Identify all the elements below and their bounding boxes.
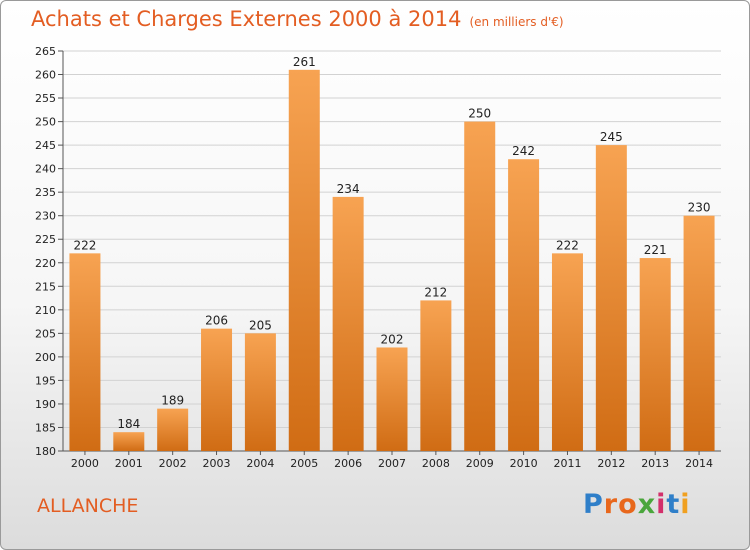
y-tick-label: 180 xyxy=(35,445,56,458)
value-labels: 222 184 189 206 205 261 234 202 212 250 242 222 245 2… xyxy=(73,55,710,431)
x-tick-label: 2007 xyxy=(378,457,406,470)
y-tick-label: 245 xyxy=(35,139,56,152)
x-tick-label: 2012 xyxy=(597,457,625,470)
x-tick-label: 2013 xyxy=(641,457,669,470)
bar-2009 xyxy=(464,121,496,452)
y-tick-label: 255 xyxy=(35,92,56,105)
x-tick-label: 2002 xyxy=(159,457,187,470)
logo-letter: P xyxy=(583,489,604,520)
bar-2014 xyxy=(683,215,715,451)
x-tick-label: 2006 xyxy=(334,457,362,470)
bars xyxy=(69,69,715,452)
x-tick-label: 2004 xyxy=(246,457,274,470)
x-tick-label: 2009 xyxy=(466,457,494,470)
x-tick-label: 2010 xyxy=(510,457,538,470)
logo-letter: o xyxy=(618,489,638,520)
proxiti-logo[interactable]: Proxiti xyxy=(583,489,691,520)
x-tick-label: 2005 xyxy=(290,457,318,470)
y-tick-label: 220 xyxy=(35,257,56,270)
y-tick-label: 205 xyxy=(35,327,56,340)
value-label: 222 xyxy=(556,238,579,252)
commune-name: ALLANCHE xyxy=(37,495,139,517)
logo-letter: r xyxy=(603,489,619,520)
y-tick-label: 185 xyxy=(35,421,56,434)
value-label: 221 xyxy=(644,243,667,257)
x-tick-label: 2014 xyxy=(685,457,713,470)
y-tick-label: 210 xyxy=(35,304,56,317)
bar-2000 xyxy=(69,253,101,451)
x-tick-label: 2000 xyxy=(71,457,99,470)
value-label: 189 xyxy=(161,394,184,408)
y-tick-label: 225 xyxy=(35,233,56,246)
value-label: 242 xyxy=(512,144,535,158)
y-tick-label: 195 xyxy=(35,374,56,387)
value-label: 212 xyxy=(424,285,447,299)
x-tick-label: 2011 xyxy=(553,457,581,470)
value-label: 234 xyxy=(337,182,360,196)
y-tick-label: 190 xyxy=(35,398,56,411)
logo-letter: i xyxy=(656,489,667,520)
logo-letter: x xyxy=(637,489,657,520)
bar-2001 xyxy=(113,432,145,451)
y-tick-label: 260 xyxy=(35,69,56,82)
y-tick-label: 250 xyxy=(35,116,56,129)
bar-2004 xyxy=(244,333,276,451)
bar-2008 xyxy=(420,300,452,451)
bar-2007 xyxy=(376,347,408,451)
value-label: 245 xyxy=(600,130,623,144)
logo-letter: i xyxy=(680,489,691,520)
bar-2010 xyxy=(508,159,540,451)
bar-2005 xyxy=(288,69,320,451)
x-tick-label: 2001 xyxy=(115,457,143,470)
value-label: 184 xyxy=(117,417,140,431)
value-label: 261 xyxy=(293,55,316,69)
bar-2012 xyxy=(595,145,627,451)
x-tick-label: 2003 xyxy=(203,457,231,470)
bar-2006 xyxy=(332,196,364,451)
y-tick-label: 240 xyxy=(35,163,56,176)
value-label: 250 xyxy=(468,107,491,121)
value-label: 202 xyxy=(381,332,404,346)
y-tick-label: 235 xyxy=(35,186,56,199)
bar-2002 xyxy=(157,408,189,451)
value-label: 222 xyxy=(73,238,96,252)
chart-title: Achats et Charges Externes 2000 à 2014 (e… xyxy=(31,7,564,31)
y-tick-label: 265 xyxy=(35,45,56,58)
value-label: 205 xyxy=(249,318,272,332)
title-text: Achats et Charges Externes 2000 à 2014 xyxy=(31,7,462,31)
y-tick-label: 200 xyxy=(35,351,56,364)
bar-2013 xyxy=(639,258,671,451)
bar-2011 xyxy=(551,253,583,451)
unit-label: (en milliers d'€) xyxy=(469,15,564,29)
value-label: 230 xyxy=(688,201,711,215)
value-label: 206 xyxy=(205,314,228,328)
x-tick-label: 2008 xyxy=(422,457,450,470)
y-tick-label: 215 xyxy=(35,280,56,293)
y-tick-label: 230 xyxy=(35,210,56,223)
logo-letter: t xyxy=(666,489,681,520)
bar-2003 xyxy=(201,328,233,451)
